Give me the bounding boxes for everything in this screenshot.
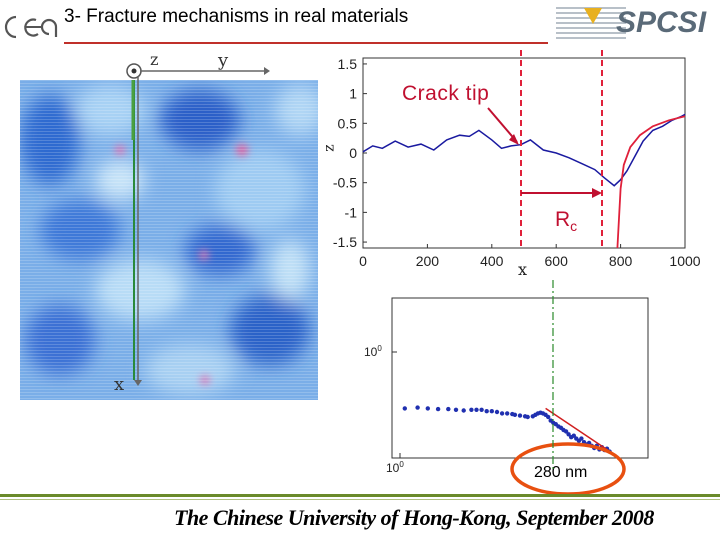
loglog-ytick-base: 10 bbox=[364, 345, 378, 359]
cea-logo bbox=[2, 12, 60, 42]
title-rule bbox=[64, 42, 548, 44]
crack-tip-annotation: Crack tip bbox=[402, 82, 490, 105]
afm-image bbox=[20, 80, 318, 400]
footer-rule-bottom bbox=[0, 499, 720, 500]
slide-title: 3- Fracture mechanisms in real materials bbox=[64, 6, 409, 27]
loglog-data-point bbox=[484, 409, 489, 414]
loglog-data-point bbox=[453, 407, 459, 412]
profile-ylabel: z bbox=[321, 144, 338, 152]
loglog-data-point bbox=[525, 414, 530, 420]
profile-xtick-label: 200 bbox=[416, 253, 440, 269]
profile-xtick-label: 800 bbox=[609, 253, 633, 269]
profile-fit-line bbox=[616, 115, 686, 249]
loglog-chart bbox=[360, 290, 660, 490]
profile-xtick-label: 1000 bbox=[669, 253, 700, 269]
profile-ytick-label: 1 bbox=[349, 86, 357, 102]
profile-ytick-label: -0.5 bbox=[333, 175, 357, 191]
profile-ytick-label: -1.5 bbox=[333, 234, 357, 250]
rc-annotation-main: R bbox=[555, 208, 571, 231]
loglog-data-point bbox=[505, 411, 510, 416]
afm-axis-y-label: y bbox=[218, 50, 229, 71]
loglog-data-point bbox=[474, 407, 479, 412]
loglog-xtick: 100 bbox=[386, 460, 404, 475]
rc-annotation: Rc bbox=[555, 208, 577, 234]
loglog-data-point bbox=[499, 411, 505, 416]
loglog-data-point bbox=[563, 429, 569, 434]
profile-xtick-label: 400 bbox=[480, 253, 504, 269]
annotation-280nm: 280 nm bbox=[534, 464, 588, 481]
loglog-xtick-base: 10 bbox=[386, 461, 400, 475]
loglog-data-point bbox=[461, 408, 466, 413]
afm-axis-z-label: z bbox=[150, 50, 159, 69]
loglog-data-point bbox=[425, 406, 430, 411]
profile-xtick-label: 0 bbox=[359, 253, 367, 269]
loglog-data-point bbox=[402, 406, 407, 411]
profile-series-line bbox=[362, 113, 686, 187]
loglog-data-point bbox=[579, 436, 584, 441]
footer-rule-top bbox=[0, 494, 720, 497]
profile-plot-frame bbox=[362, 57, 686, 249]
profile-ytick-label: 0.5 bbox=[338, 115, 358, 131]
spcsi-logo: SPCSI bbox=[556, 2, 716, 44]
spcsi-logo-text: SPCSI bbox=[616, 6, 707, 39]
loglog-data-point bbox=[546, 414, 551, 420]
loglog-data-point bbox=[479, 407, 484, 412]
loglog-ytick-exp: 0 bbox=[377, 344, 382, 353]
profile-xtick-label: 600 bbox=[545, 253, 569, 269]
loglog-data-point bbox=[571, 433, 576, 438]
loglog-fit-line bbox=[545, 407, 613, 454]
profile-ytick-label: 0 bbox=[349, 145, 357, 161]
loglog-data-point bbox=[446, 406, 451, 412]
loglog-data-point bbox=[435, 406, 441, 412]
loglog-xtick-exp: 0 bbox=[399, 460, 404, 469]
loglog-data-point bbox=[566, 432, 571, 437]
loglog-data-point bbox=[469, 407, 474, 412]
profile-ytick-label: 1.5 bbox=[338, 56, 358, 72]
profile-chart: 1.5 1 0.5 0 -0.5 -1 -1.5 0 200 400 600 800 1000 bbox=[320, 50, 700, 280]
profile-ytick-label: -1 bbox=[345, 204, 358, 220]
loglog-data-point bbox=[512, 412, 518, 417]
rc-annotation-sub: c bbox=[570, 218, 578, 235]
afm-axis-x-label: x bbox=[114, 374, 125, 395]
afm-x-arrow bbox=[132, 76, 144, 386]
loglog-data-point bbox=[415, 405, 420, 410]
loglog-data-point bbox=[489, 409, 494, 414]
profile-xlabel: x bbox=[518, 260, 528, 279]
footer-text: The Chinese University of Hong-Kong, Sep… bbox=[174, 505, 654, 530]
loglog-ytick: 100 bbox=[364, 344, 382, 359]
loglog-data-point bbox=[494, 409, 500, 415]
loglog-data-point bbox=[517, 413, 523, 418]
loglog-plot-frame bbox=[391, 297, 649, 459]
afm-y-arrow bbox=[140, 64, 270, 76]
